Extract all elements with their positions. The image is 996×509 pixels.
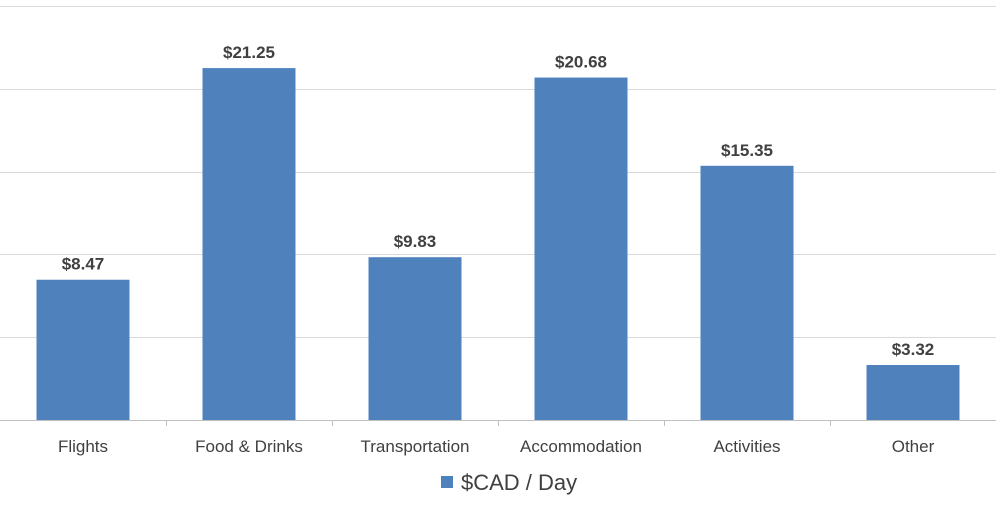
category-label: Other	[892, 437, 935, 456]
category-label: Food & Drinks	[195, 437, 303, 456]
bar-other	[866, 365, 960, 420]
bar-accommodation	[534, 77, 628, 421]
bar-flights	[36, 279, 130, 420]
gridlines	[0, 6, 996, 338]
category-label: Activities	[713, 437, 780, 456]
x-axis-ticks	[166, 420, 831, 426]
category-label: Transportation	[361, 437, 470, 456]
category-labels: Flights Food & Drinks Transportation Accomm…	[58, 437, 935, 456]
legend: $CAD / Day	[441, 470, 577, 495]
bar-activities	[700, 165, 794, 420]
bar-transportation	[368, 257, 462, 420]
bar-value-label: $15.35	[721, 141, 773, 160]
bar-value-label: $20.68	[555, 53, 607, 72]
bars	[36, 68, 960, 421]
bar-value-labels: $8.47 $21.25 $9.83 $20.68 $15.35 $3.32	[62, 43, 935, 359]
category-label: Accommodation	[520, 437, 642, 456]
legend-label: $CAD / Day	[461, 470, 577, 495]
legend-swatch	[441, 476, 453, 488]
bar-value-label: $8.47	[62, 255, 105, 274]
bar-value-label: $9.83	[394, 232, 437, 251]
bar-value-label: $3.32	[892, 340, 935, 359]
category-label: Flights	[58, 437, 108, 456]
bar-value-label: $21.25	[223, 43, 275, 62]
bar-food-drinks	[202, 68, 296, 420]
